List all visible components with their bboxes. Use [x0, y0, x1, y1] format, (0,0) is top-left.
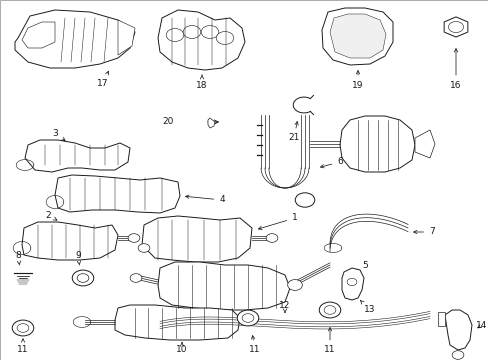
Polygon shape: [142, 216, 251, 262]
Polygon shape: [115, 305, 240, 340]
Circle shape: [242, 314, 253, 322]
Circle shape: [237, 310, 258, 326]
Circle shape: [130, 274, 142, 282]
Polygon shape: [443, 17, 467, 37]
Circle shape: [72, 270, 94, 286]
Polygon shape: [158, 10, 244, 70]
Polygon shape: [25, 140, 130, 172]
Circle shape: [265, 234, 277, 242]
Polygon shape: [22, 22, 55, 48]
Circle shape: [324, 306, 335, 314]
Text: 8: 8: [15, 251, 21, 265]
Circle shape: [216, 32, 233, 45]
Polygon shape: [329, 14, 385, 58]
Text: 11: 11: [17, 339, 29, 355]
Circle shape: [183, 26, 201, 39]
Circle shape: [319, 302, 340, 318]
Text: 14: 14: [475, 320, 487, 329]
Polygon shape: [444, 310, 471, 350]
Polygon shape: [15, 10, 135, 68]
Circle shape: [12, 320, 34, 336]
Text: 4: 4: [185, 195, 224, 204]
Circle shape: [346, 278, 356, 285]
Polygon shape: [118, 20, 135, 55]
Text: 5: 5: [343, 261, 367, 276]
Polygon shape: [55, 175, 180, 213]
Circle shape: [451, 351, 463, 359]
Text: 12: 12: [279, 301, 290, 312]
Text: 11: 11: [249, 336, 260, 355]
Text: 10: 10: [176, 343, 187, 355]
Text: 17: 17: [97, 71, 108, 87]
Text: 7: 7: [413, 228, 434, 237]
Text: 13: 13: [360, 301, 375, 315]
Polygon shape: [437, 312, 444, 326]
Text: 18: 18: [196, 75, 207, 90]
Circle shape: [287, 280, 302, 291]
Text: 6: 6: [320, 157, 342, 168]
Text: 20: 20: [162, 117, 173, 126]
Text: 15: 15: [0, 359, 1, 360]
Text: 19: 19: [351, 71, 363, 90]
Text: 2: 2: [45, 211, 57, 220]
Circle shape: [201, 26, 218, 39]
Polygon shape: [22, 222, 118, 260]
Circle shape: [295, 193, 314, 207]
Polygon shape: [414, 130, 434, 158]
Polygon shape: [341, 268, 363, 300]
Text: 9: 9: [75, 251, 81, 265]
Circle shape: [17, 324, 29, 332]
Circle shape: [128, 234, 140, 242]
Polygon shape: [158, 262, 289, 310]
Polygon shape: [207, 118, 215, 128]
Polygon shape: [321, 8, 392, 65]
Circle shape: [447, 22, 463, 32]
Text: 1: 1: [258, 213, 297, 230]
Text: 3: 3: [52, 129, 65, 141]
Circle shape: [166, 28, 183, 41]
Circle shape: [138, 244, 149, 252]
Text: 16: 16: [449, 49, 461, 90]
Text: 21: 21: [288, 122, 299, 143]
Text: 11: 11: [324, 328, 335, 355]
Circle shape: [77, 274, 89, 282]
Polygon shape: [339, 116, 414, 172]
